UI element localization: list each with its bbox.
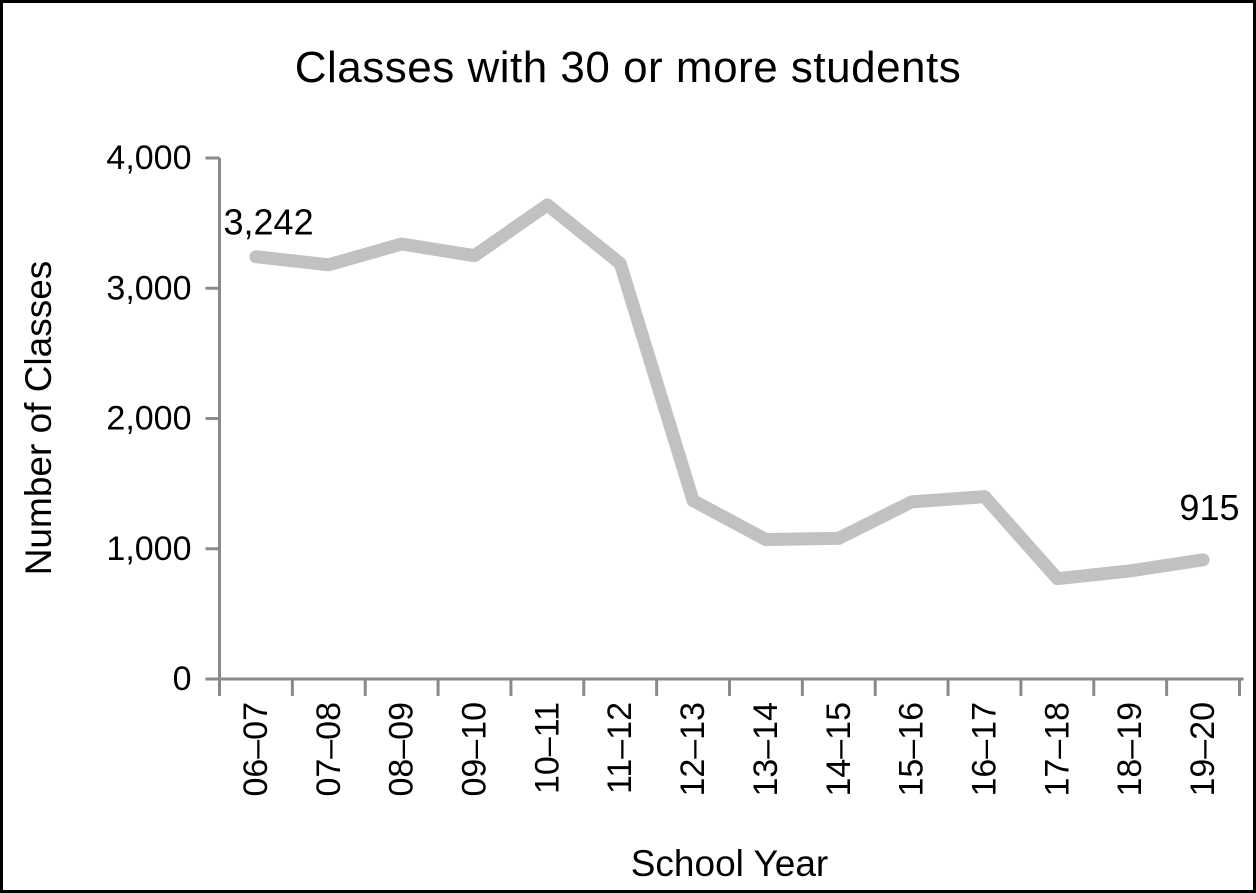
x-tick-label: 09–10 xyxy=(456,702,494,797)
chart-title: Classes with 30 or more students xyxy=(294,43,962,92)
y-tick-label: 1,000 xyxy=(106,530,191,568)
x-axis-title: School Year xyxy=(630,843,829,884)
x-tick-label: 18–19 xyxy=(1111,702,1149,797)
line-chart: 0 1,000 2,000 3,000 4,000 06–07 07–08 08–09 09–1… xyxy=(106,139,1244,797)
x-tick-label: 15–16 xyxy=(893,702,931,797)
x-tick-label: 06–07 xyxy=(237,702,275,797)
x-tick-label: 19–20 xyxy=(1184,702,1222,797)
x-tick-label: 07–08 xyxy=(310,702,348,797)
y-tick-label: 0 xyxy=(173,660,192,698)
x-tick-label: 12–13 xyxy=(674,702,712,797)
y-tick-label: 4,000 xyxy=(106,139,191,177)
y-tick-label: 3,000 xyxy=(106,269,191,307)
x-tick-label: 10–11 xyxy=(528,702,566,794)
point-label: 915 xyxy=(1179,487,1239,528)
x-tick-label: 11–12 xyxy=(601,702,639,794)
data-line xyxy=(249,198,1210,586)
x-tick-label: 16–17 xyxy=(966,702,1004,797)
x-tick-label: 13–14 xyxy=(747,702,785,797)
point-label: 3,242 xyxy=(224,202,314,243)
x-tick-label: 14–15 xyxy=(820,702,858,797)
y-tick-label: 2,000 xyxy=(106,400,191,438)
x-tick-label: 08–09 xyxy=(383,702,421,797)
x-tick-label: 17–18 xyxy=(1038,702,1076,797)
